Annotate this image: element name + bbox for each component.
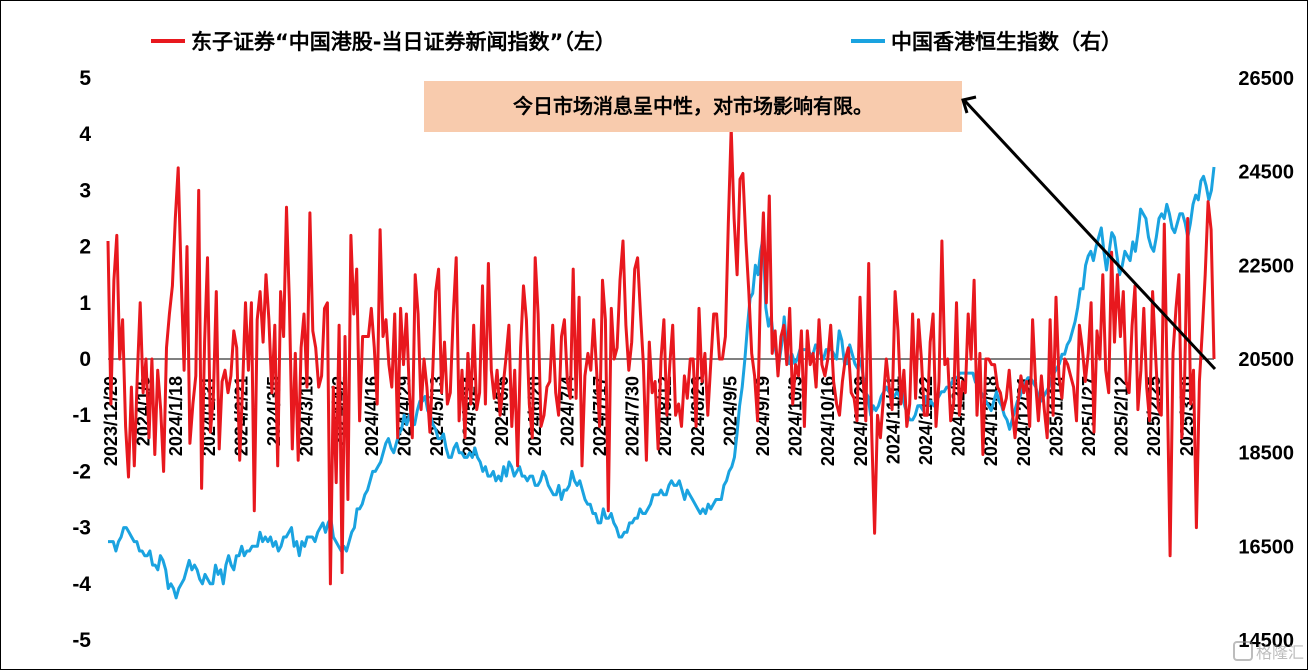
left-y-axis: 5 4 3 2 1 0 -1 -2 -3 -4 -5: [72, 67, 91, 652]
left-tick-label: -3: [72, 517, 91, 540]
right-tick-label: 22500: [1238, 255, 1294, 277]
watermark-text: 格隆汇: [1256, 643, 1304, 662]
legend-label-news-index: 东子证券“中国港股-当日证券新闻指数”（左）: [191, 30, 616, 54]
right-tick-label: 20500: [1238, 349, 1294, 371]
annotation-text: 今日市场消息呈中性，对市场影响有限。: [513, 94, 873, 118]
right-tick-label: 16500: [1238, 536, 1294, 558]
plot-area: [106, 127, 1216, 600]
left-tick-label: -4: [72, 573, 91, 596]
watermark: 格隆汇: [1233, 641, 1304, 662]
left-tick-label: -2: [72, 460, 91, 483]
left-tick-label: 0: [79, 348, 91, 371]
watermark-logo: [1233, 641, 1253, 661]
left-tick-label: 5: [79, 67, 91, 90]
x-tick-label: 2023/12/20: [101, 376, 121, 466]
annotation-arrow-line: [963, 99, 1217, 371]
left-tick-label: -5: [72, 629, 91, 652]
left-tick-label: -1: [72, 404, 91, 427]
annotation: 今日市场消息呈中性，对市场影响有限。: [424, 81, 1217, 371]
x-tick-label: 2024/3/5: [264, 376, 284, 446]
left-tick-label: 3: [79, 179, 91, 202]
x-tick-label: 2024/7/4: [557, 376, 577, 446]
left-tick-label: 4: [79, 123, 91, 146]
x-tick-label: 2025/2/12: [1112, 376, 1132, 456]
legend: 东子证券“中国港股-当日证券新闻指数”（左） 中国香港恒生指数（右）: [151, 30, 1122, 54]
x-tick-label: 2024/10/3: [786, 376, 806, 456]
x-tick-label: 2024/7/30: [623, 376, 643, 456]
series-line-news-index: [106, 127, 1216, 586]
right-tick-label: 26500: [1238, 68, 1294, 90]
right-tick-label: 24500: [1238, 162, 1294, 184]
annotation-box: [424, 81, 962, 132]
left-tick-label: 1: [79, 292, 91, 315]
x-tick-label: 2024/9/5: [720, 376, 740, 446]
x-tick-label: 2024/11/22: [916, 376, 936, 465]
legend-label-hsi: 中国香港恒生指数（右）: [891, 30, 1122, 54]
x-tick-label: 2024/10/16: [818, 376, 838, 466]
x-tick-label: 2024/11/11: [883, 376, 903, 464]
x-tick-label: 2024/3/18: [297, 376, 317, 456]
x-tick-label: 2024/1/18: [166, 376, 186, 456]
annotation-arrow-head: [961, 95, 977, 114]
right-tick-label: 18500: [1238, 443, 1294, 465]
left-tick-label: 2: [79, 236, 91, 259]
